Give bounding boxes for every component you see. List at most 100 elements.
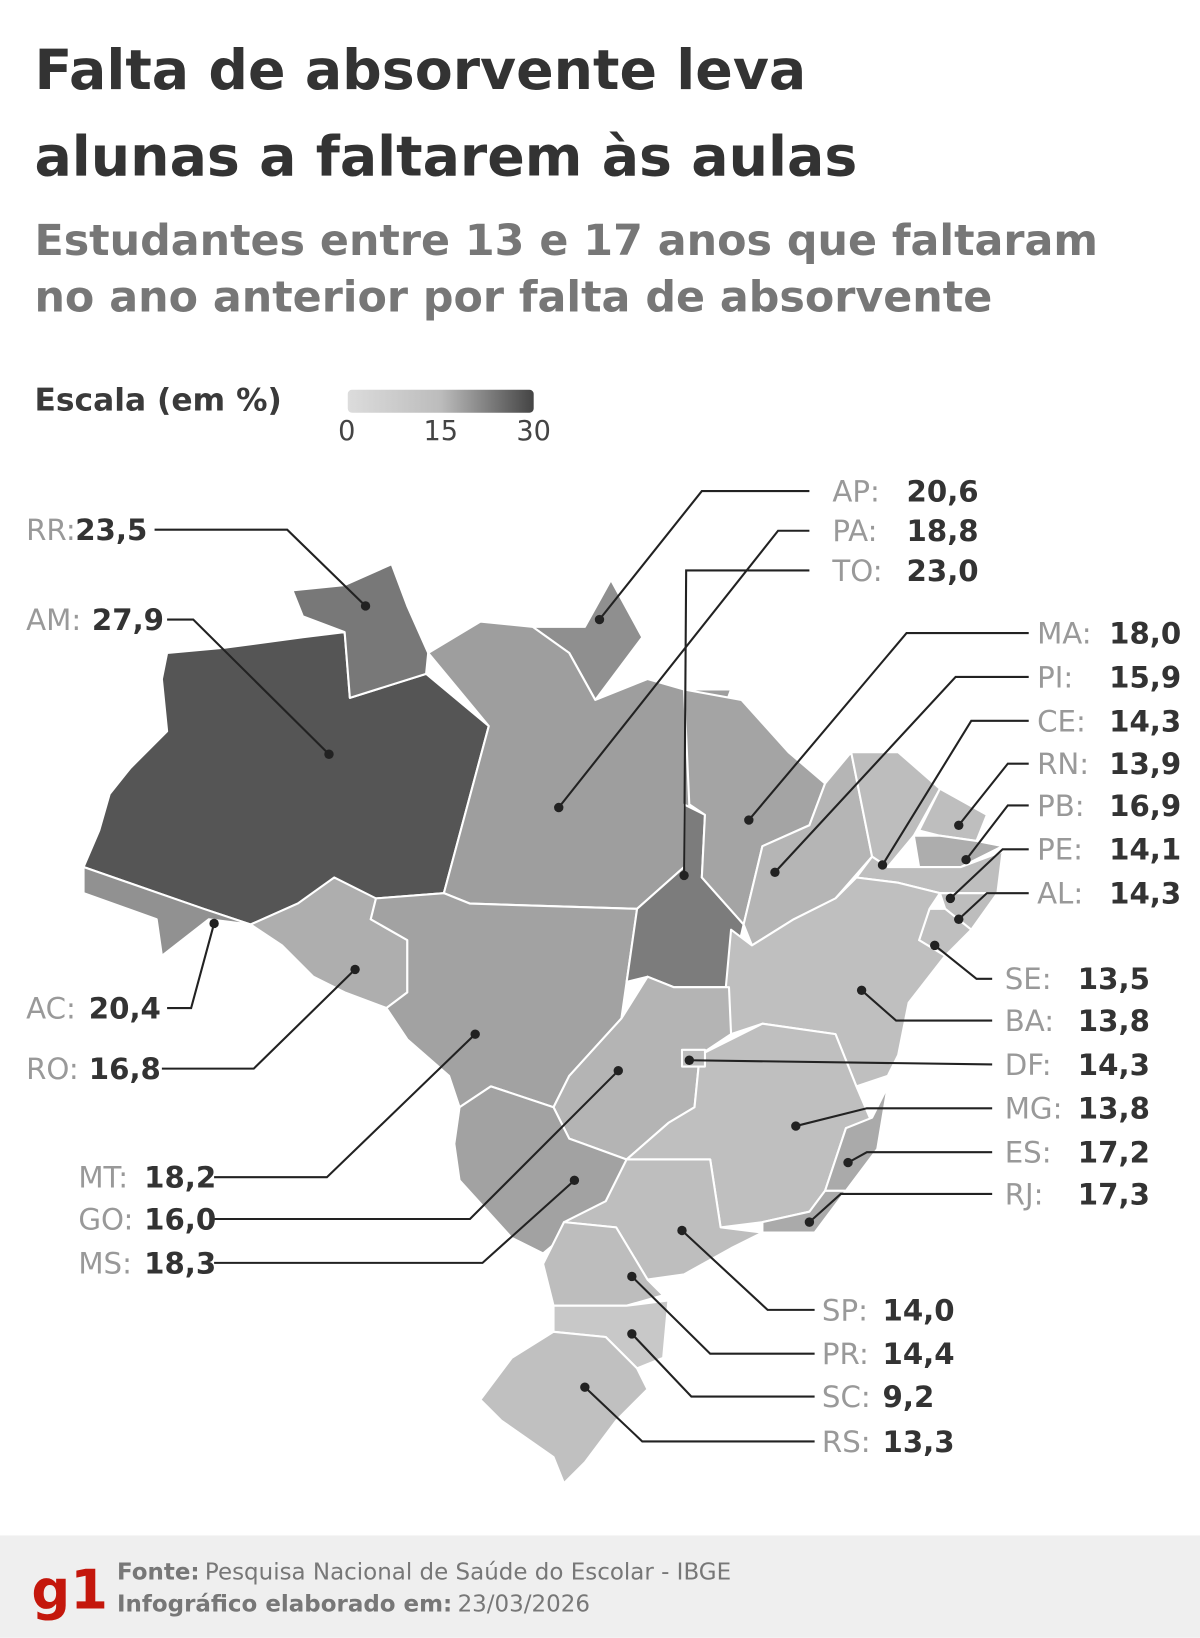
state-code-label: RJ:	[1005, 1177, 1044, 1211]
marker-dot-ma	[744, 815, 754, 825]
state-value-label: 13,3	[883, 1425, 955, 1459]
state-code-label: AP:	[832, 475, 879, 509]
leader-line-pb	[965, 804, 1029, 861]
state-value-label: 14,3	[1078, 1048, 1150, 1082]
state-value-label: 20,6	[907, 475, 979, 509]
state-code-label: RN:	[1037, 747, 1089, 781]
state-value-label: 16,8	[89, 1052, 161, 1086]
marker-dot-ro	[350, 964, 360, 975]
marker-dot-al	[954, 914, 964, 924]
state-pb	[912, 834, 1004, 869]
marker-dot-sp	[677, 1225, 687, 1236]
state-code-label: AC:	[26, 991, 76, 1025]
state-code-label: TO:	[831, 554, 882, 588]
leader-line-mg	[795, 1107, 993, 1128]
scale-tick-30: 30	[516, 416, 551, 447]
title-line-1: Falta de absorvente leva	[34, 39, 806, 103]
state-code-label: PR:	[822, 1337, 869, 1371]
state-code-label: SE:	[1005, 962, 1052, 996]
marker-dot-ac	[209, 918, 219, 929]
marker-dot-mt	[470, 1029, 480, 1039]
state-code-label: PI:	[1037, 660, 1073, 694]
state-value-label: 14,4	[883, 1337, 955, 1371]
marker-dot-se	[930, 940, 940, 951]
state-code-label: MT:	[78, 1161, 128, 1195]
state-value-label: 15,9	[1109, 660, 1181, 694]
brazil-map	[82, 563, 1004, 1485]
state-value-label: 17,3	[1078, 1177, 1150, 1211]
state-value-label: 14,3	[1109, 877, 1181, 911]
marker-dot-pe	[945, 893, 956, 904]
leader-line-ac	[167, 923, 216, 1010]
state-labels: RR: 23,5 AM: 27,9 AC: 20,4 RO: 16,8 MT: 18,2 GO: 16…	[26, 475, 1181, 1459]
leader-line-rj	[808, 1192, 993, 1223]
state-value-label: 16,9	[1109, 789, 1181, 823]
state-code-label: GO:	[78, 1202, 133, 1236]
footer-date: Infográfico elaborado em: 23/03/2026	[117, 1592, 590, 1618]
footer-bar	[0, 1535, 1200, 1638]
state-code-label: SC:	[822, 1380, 871, 1414]
g1-logo: g1	[31, 1559, 108, 1622]
state-sp	[562, 1158, 764, 1281]
title-line-2: alunas a faltarem às aulas	[34, 126, 857, 190]
state-code-label: MA:	[1037, 617, 1092, 651]
marker-dot-to	[679, 870, 689, 881]
state-value-label: 17,2	[1078, 1136, 1150, 1170]
marker-dot-ba	[856, 985, 867, 995]
state-value-label: 13,8	[1078, 1092, 1150, 1126]
leader-line-ba	[860, 989, 993, 1022]
state-code-label: PE:	[1037, 833, 1083, 867]
state-value-label: 18,0	[1109, 617, 1181, 651]
state-value-label: 18,2	[144, 1161, 216, 1195]
leader-line-sc	[631, 1333, 815, 1398]
subtitle-line-1: Estudantes entre 13 e 17 anos que faltar…	[34, 216, 1098, 266]
state-ce	[850, 751, 941, 869]
leader-line-pe	[949, 848, 1029, 900]
leader-line-pi	[774, 675, 1029, 873]
state-value-label: 13,8	[1078, 1004, 1150, 1038]
leader-line-rs	[584, 1386, 815, 1443]
leader-line-df	[689, 1059, 993, 1066]
marker-dot-pa	[554, 802, 564, 813]
leader-line-to	[683, 569, 810, 876]
marker-dot-df	[684, 1055, 694, 1065]
leader-line-pa	[557, 529, 810, 809]
state-value-label: 14,3	[1109, 704, 1181, 738]
leader-line-am	[167, 618, 330, 755]
state-code-label: ES:	[1005, 1136, 1052, 1170]
state-code-label: AL:	[1037, 877, 1083, 911]
leader-line-ap	[598, 490, 810, 621]
leader-line-mt	[214, 1033, 476, 1179]
state-pr	[542, 1221, 665, 1307]
leader-lines	[154, 490, 1029, 1443]
state-code-label: AM:	[26, 603, 81, 637]
leader-line-al	[958, 892, 1029, 921]
marker-dot-rj	[804, 1217, 815, 1227]
subtitle-line-2: no ano anterior por falta de absorvente	[34, 272, 992, 322]
state-code-label: DF:	[1005, 1048, 1052, 1082]
state-value-label: 23,0	[907, 554, 979, 588]
state-code-label: PB:	[1037, 789, 1085, 823]
leader-line-ms	[214, 1179, 576, 1264]
leader-line-ce	[881, 719, 1029, 866]
state-value-label: 16,0	[144, 1202, 216, 1236]
state-rs	[479, 1330, 649, 1485]
state-code-label: MS:	[78, 1246, 132, 1280]
marker-dot-ap	[594, 614, 605, 625]
state-ac	[82, 865, 252, 957]
state-code-label: BA:	[1005, 1004, 1054, 1038]
state-am	[82, 631, 490, 926]
leader-line-rn	[957, 762, 1029, 826]
marker-dot-sc	[627, 1329, 637, 1339]
leader-line-es	[847, 1151, 993, 1164]
marker-dot-rr	[360, 601, 371, 611]
state-code-label: MG:	[1005, 1092, 1063, 1126]
leader-line-go	[214, 1069, 620, 1221]
state-code-label: RR:	[26, 513, 76, 547]
state-value-label: 13,5	[1078, 962, 1150, 996]
footer-source: Fonte: Pesquisa Nacional de Saúde do Esc…	[117, 1559, 731, 1585]
marker-dot-am	[324, 749, 334, 759]
state-value-label: 18,8	[907, 514, 979, 548]
marker-dot-pb	[961, 855, 971, 865]
leader-line-ro	[161, 968, 356, 1070]
